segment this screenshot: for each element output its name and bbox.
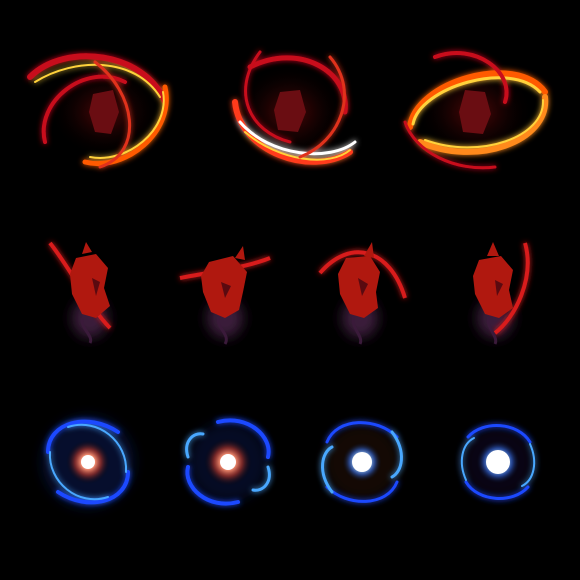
vortex-frame-2 <box>185 418 271 506</box>
demon-frame-1 <box>48 241 112 344</box>
demon-frame-3 <box>318 242 407 345</box>
fire-frame-1 <box>27 53 169 169</box>
vortex-frame-4 <box>460 424 536 500</box>
row-demon-warrior <box>48 241 530 345</box>
vortex-frame-1 <box>42 416 134 508</box>
demon-frame-4 <box>473 242 530 345</box>
row-fire-slash <box>27 50 549 170</box>
fire-frame-3 <box>403 51 549 170</box>
demon-frame-2 <box>179 246 271 345</box>
row-blue-vortex <box>42 416 536 508</box>
fire-frame-2 <box>232 50 357 165</box>
vortex-frame-3 <box>321 421 403 503</box>
